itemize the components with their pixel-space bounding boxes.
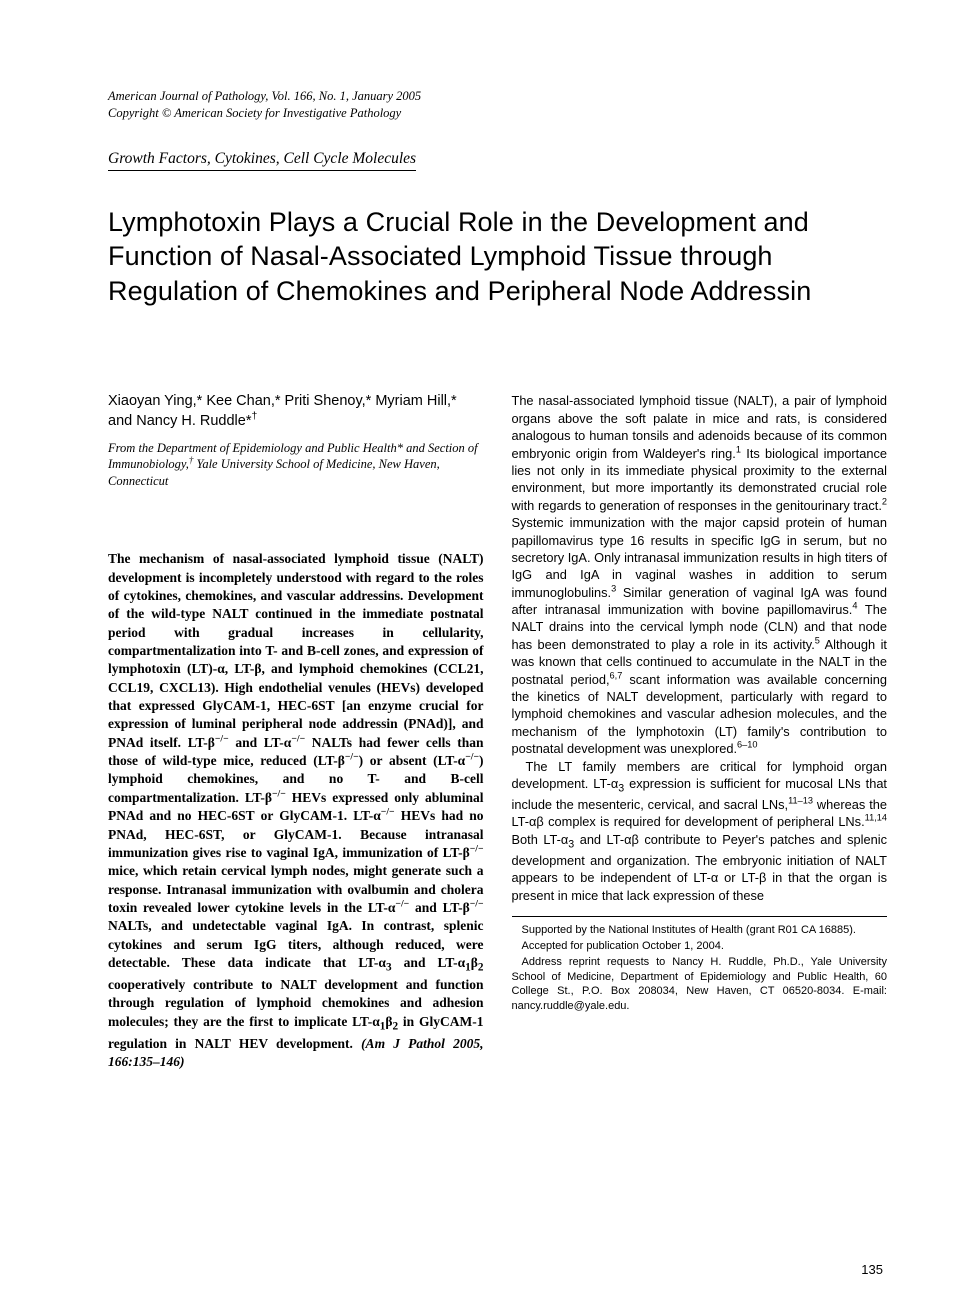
introduction: The nasal-associated lymphoid tissue (NA… (512, 392, 888, 904)
article-title: Lymphotoxin Plays a Crucial Role in the … (108, 205, 887, 309)
left-column: Xiaoyan Ying,* Kee Chan,* Priti Shenoy,*… (108, 392, 484, 1071)
footnote-support: Supported by the National Institutes of … (512, 923, 888, 938)
footnote-accepted: Accepted for publication October 1, 2004… (512, 939, 888, 954)
abstract: The mechanism of nasal-associated lympho… (108, 550, 484, 1071)
authors: Xiaoyan Ying,* Kee Chan,* Priti Shenoy,*… (108, 392, 484, 431)
journal-line-1: American Journal of Pathology, Vol. 166,… (108, 88, 887, 105)
right-column: The nasal-associated lymphoid tissue (NA… (512, 392, 888, 1071)
section-name: Growth Factors, Cytokines, Cell Cycle Mo… (108, 150, 416, 171)
intro-paragraph-2: The LT family members are critical for l… (512, 758, 888, 904)
intro-paragraph-1: The nasal-associated lymphoid tissue (NA… (512, 392, 888, 757)
footnotes: Supported by the National Institutes of … (512, 916, 888, 1014)
two-column-layout: Xiaoyan Ying,* Kee Chan,* Priti Shenoy,*… (108, 392, 887, 1071)
footnote-address: Address reprint requests to Nancy H. Rud… (512, 955, 888, 1014)
affiliations: From the Department of Epidemiology and … (108, 440, 484, 491)
page-number: 135 (861, 1262, 883, 1277)
journal-line-2: Copyright © American Society for Investi… (108, 105, 887, 122)
journal-header: American Journal of Pathology, Vol. 166,… (108, 88, 887, 122)
